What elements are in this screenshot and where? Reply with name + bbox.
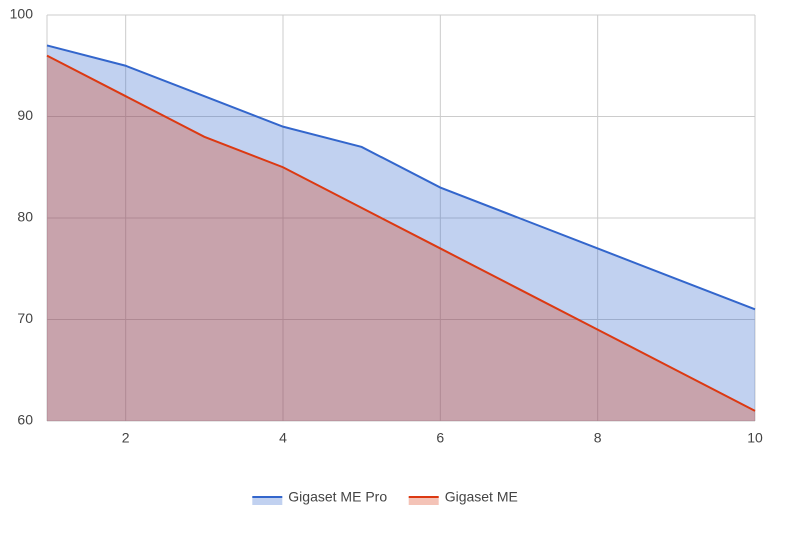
y-tick-label: 90 xyxy=(17,107,33,123)
legend-label: Gigaset ME Pro xyxy=(288,489,387,505)
area-line xyxy=(46,54,756,412)
x-tick-label: 8 xyxy=(594,430,602,446)
area-line xyxy=(46,44,756,311)
legend-label: Gigaset ME xyxy=(445,489,518,505)
y-tick-label: 60 xyxy=(17,412,33,428)
y-tick-label: 80 xyxy=(17,209,33,225)
area-fill xyxy=(47,45,755,421)
legend-swatch xyxy=(408,497,439,505)
x-tick-label: 10 xyxy=(747,430,763,446)
x-tick-label: 4 xyxy=(279,430,287,446)
y-tick-label: 70 xyxy=(17,310,33,326)
legend-swatch xyxy=(252,497,283,505)
y-tick-label: 100 xyxy=(10,6,34,22)
x-tick-label: 6 xyxy=(436,430,444,446)
x-tick-label: 2 xyxy=(122,430,130,446)
area-fill xyxy=(47,55,755,421)
